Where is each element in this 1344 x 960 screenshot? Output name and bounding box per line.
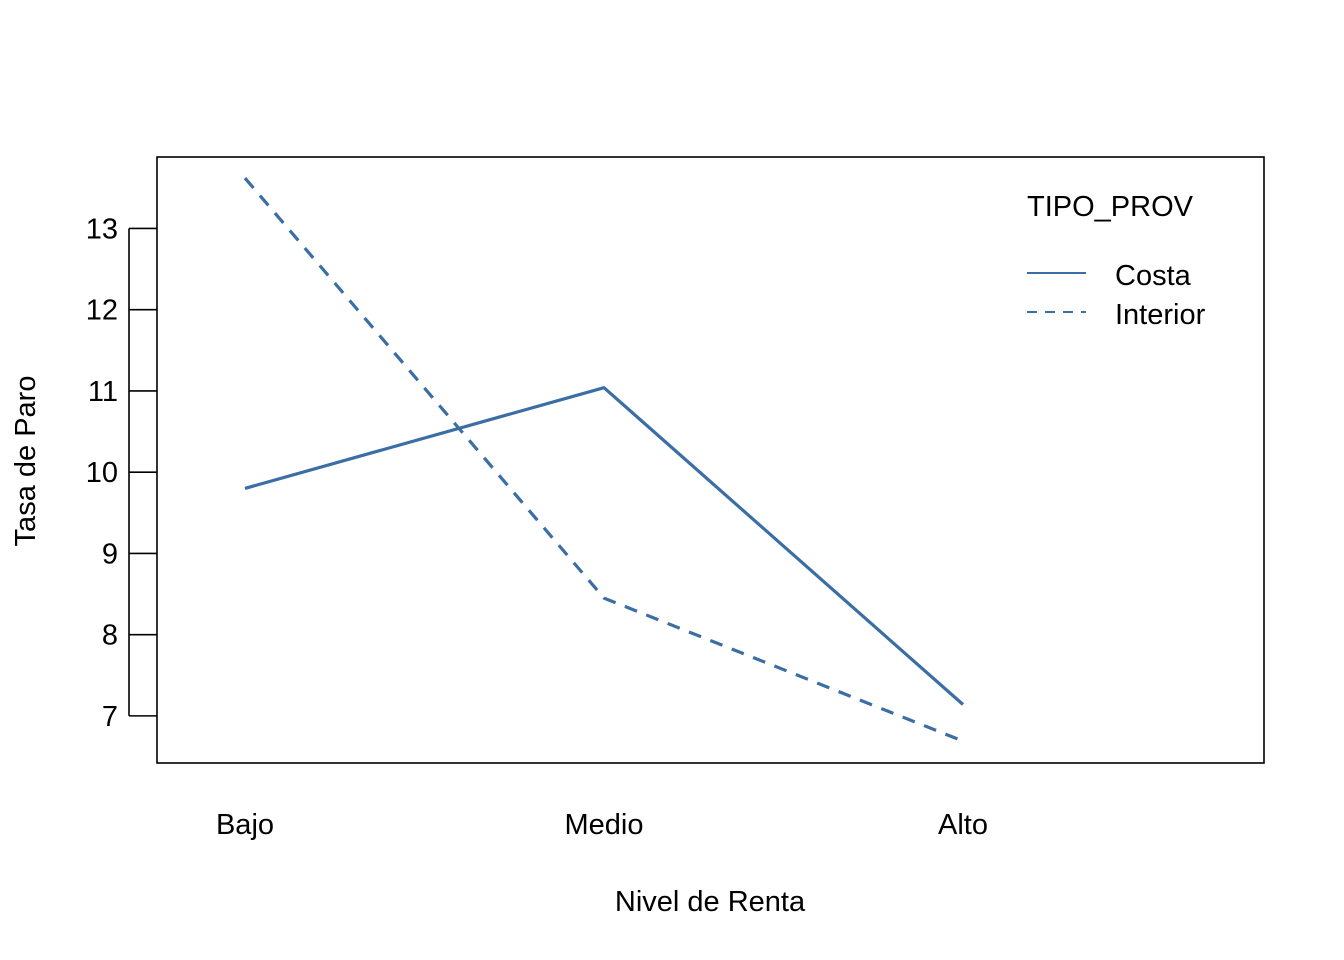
x-category-label: Bajo (216, 809, 274, 841)
y-tick-label: 12 (86, 295, 118, 327)
series-layer (243, 177, 965, 743)
y-axis: 7 8 9 10 11 12 13 (86, 213, 157, 733)
y-tick-label: 9 (102, 538, 118, 570)
legend-label-costa: Costa (1115, 260, 1192, 292)
x-category-label: Medio (565, 809, 644, 841)
legend-label-interior: Interior (1115, 299, 1206, 331)
y-tick-label: 11 (88, 376, 118, 408)
y-tick-label: 10 (86, 457, 118, 489)
x-category-label: Alto (938, 809, 988, 841)
y-tick-label: 7 (102, 701, 118, 733)
y-tick-label: 8 (102, 620, 118, 652)
y-axis-title: Tasa de Paro (10, 376, 42, 547)
legend-title: TIPO_PROV (1027, 191, 1194, 223)
legend: TIPO_PROV Costa Interior (1027, 191, 1206, 331)
plot-frame (156, 156, 1265, 764)
series-line-interior (243, 177, 964, 743)
x-axis-title: Nivel de Renta (615, 886, 806, 918)
y-tick-label: 13 (86, 213, 118, 245)
series-line-costa (244, 386, 965, 706)
x-axis-labels: Bajo Medio Alto (216, 809, 988, 841)
